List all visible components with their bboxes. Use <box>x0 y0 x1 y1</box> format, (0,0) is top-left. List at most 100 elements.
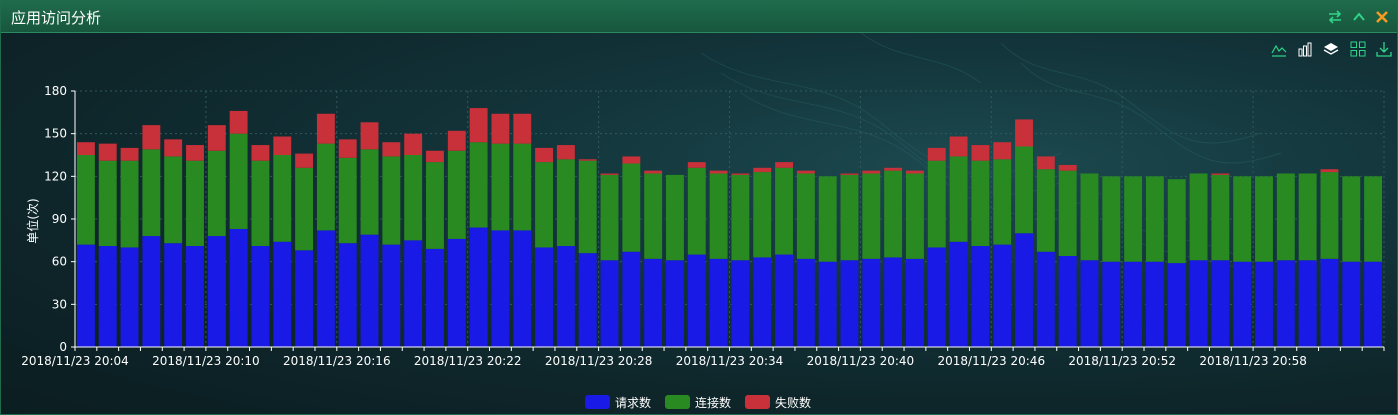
legend-swatch <box>745 395 770 409</box>
bar-chart-icon[interactable] <box>1297 41 1313 57</box>
bar-requests <box>971 246 990 347</box>
bar-requests <box>1102 261 1121 347</box>
bar-requests <box>76 244 95 347</box>
bar-failures <box>316 113 335 144</box>
bar-failures <box>796 170 815 174</box>
x-tick-label: 2018/11/23 20:34 <box>676 354 784 368</box>
bar-connections <box>535 162 554 248</box>
bar-connections <box>840 174 859 261</box>
panel-title: 应用访问分析 <box>11 9 102 27</box>
bar-requests <box>709 258 728 347</box>
bar-failures <box>229 110 248 134</box>
legend-label: 失败数 <box>775 395 812 410</box>
bar-requests <box>1211 260 1230 347</box>
bar-failures <box>731 173 750 175</box>
legend-label: 请求数 <box>615 395 652 410</box>
bar-connections <box>120 160 139 248</box>
bar-connections <box>578 160 597 254</box>
bar-failures <box>884 167 903 171</box>
bar-connections <box>1124 176 1143 262</box>
bar-requests <box>535 247 554 347</box>
bar-failures <box>338 139 357 158</box>
bar-failures <box>622 156 641 164</box>
bar-failures <box>1058 164 1077 171</box>
bar-requests <box>687 254 706 347</box>
bar-connections <box>426 162 444 249</box>
bar-requests <box>1298 260 1317 347</box>
bar-connections <box>949 156 968 242</box>
line-chart-icon[interactable] <box>1271 41 1287 57</box>
bar-requests <box>1189 260 1208 347</box>
collapse-icon[interactable] <box>1351 9 1367 25</box>
bar-connections <box>382 156 401 245</box>
bar-requests <box>905 258 924 347</box>
bar-failures <box>207 125 226 151</box>
bar-failures <box>382 142 401 157</box>
bar-connections <box>207 150 226 237</box>
legend-item[interactable]: 请求数 <box>585 394 651 410</box>
bar-requests <box>1320 258 1339 347</box>
bar-connections <box>884 170 903 258</box>
bar-connections <box>1102 176 1121 262</box>
bar-connections <box>1298 173 1317 261</box>
bar-failures <box>905 170 924 174</box>
bar-connections <box>295 167 314 251</box>
bar-connections <box>600 174 619 261</box>
bar-connections <box>1342 176 1361 262</box>
bar-requests <box>622 251 641 347</box>
bar-connections <box>666 174 684 261</box>
bar-connections <box>1189 173 1208 261</box>
x-tick-label: 2018/11/23 20:10 <box>152 354 260 368</box>
stack-icon[interactable] <box>1323 41 1339 57</box>
legend-label: 连接数 <box>695 395 732 410</box>
bar-connections <box>360 149 379 235</box>
bar-failures <box>295 153 314 168</box>
bar-connections <box>993 159 1012 245</box>
bar-connections <box>644 173 663 259</box>
legend-item[interactable]: 连接数 <box>665 394 731 410</box>
tiled-icon[interactable] <box>1350 41 1366 57</box>
bar-failures <box>360 122 379 150</box>
bar-requests <box>1233 261 1252 347</box>
y-tick-label: 30 <box>52 297 67 311</box>
bar-requests <box>578 253 597 347</box>
bar-failures <box>556 145 575 160</box>
bar-requests <box>753 257 772 347</box>
bar-connections <box>316 143 335 231</box>
bar-connections <box>1015 146 1033 234</box>
bar-requests <box>186 246 204 347</box>
bar-requests <box>1124 261 1143 347</box>
bar-failures <box>862 170 881 174</box>
close-icon[interactable] <box>1374 9 1390 25</box>
bar-connections <box>98 160 117 247</box>
bar-connections <box>1211 174 1230 261</box>
bar-requests <box>927 247 946 347</box>
bar-connections <box>186 160 204 247</box>
bar-connections <box>775 167 793 255</box>
bar-requests <box>251 246 270 347</box>
y-axis-label: 单位(次) <box>25 198 40 243</box>
y-tick-label: 0 <box>59 340 67 354</box>
bar-failures <box>1211 173 1230 175</box>
bar-failures <box>469 108 488 143</box>
bar-connections <box>513 143 532 231</box>
bar-requests <box>993 244 1012 347</box>
bar-connections <box>142 149 161 237</box>
bar-connections <box>273 155 292 242</box>
bar-connections <box>971 160 990 247</box>
download-icon[interactable] <box>1376 41 1392 57</box>
bar-requests <box>207 236 226 347</box>
x-tick-label: 2018/11/23 20:52 <box>1068 354 1176 368</box>
bar-requests <box>1036 251 1055 347</box>
bar-requests <box>295 250 314 347</box>
legend-item[interactable]: 失败数 <box>745 394 811 410</box>
bar-requests <box>775 254 793 347</box>
bar-connections <box>1276 173 1295 261</box>
bar-requests <box>796 258 815 347</box>
swap-icon[interactable] <box>1327 9 1343 25</box>
x-tick-label: 2018/11/23 20:58 <box>1199 354 1307 368</box>
bar-failures <box>949 136 968 157</box>
bar-requests <box>666 260 684 347</box>
bar-failures <box>600 173 619 175</box>
